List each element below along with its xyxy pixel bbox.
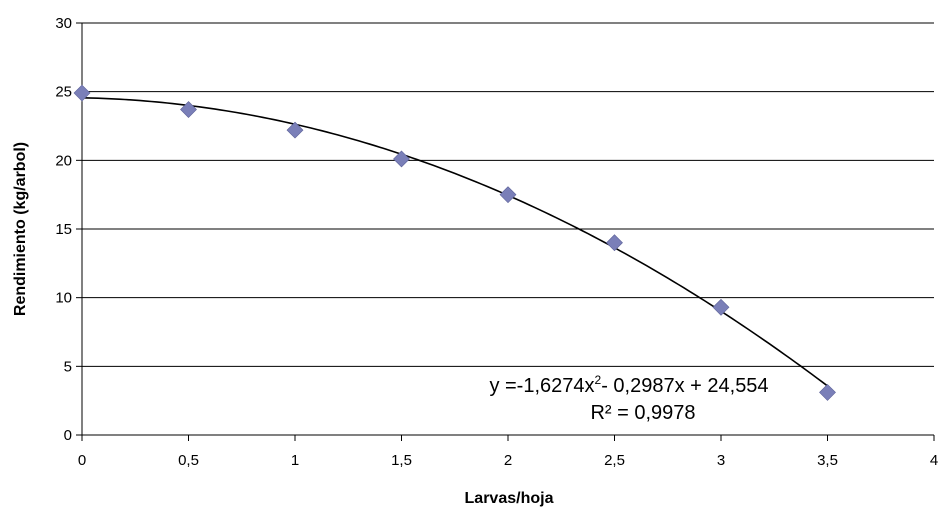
x-tick-label: 0 [78,452,86,469]
data-point [819,384,836,401]
x-tick-label: 1,5 [391,452,412,469]
equation-exponent: 2 [595,373,602,387]
y-tick-label: 20 [55,152,72,169]
trendline-equation: y =-1,6274x2- 0,2987x + 24,554 [489,373,768,397]
y-tick-label: 30 [55,15,72,32]
x-tick-label: 0,5 [178,452,199,469]
y-tick-label: 25 [55,84,72,101]
y-tick-label: 15 [55,221,72,238]
equation-suffix: - 0,2987x + 24,554 [601,375,768,397]
y-tick-label: 5 [64,358,72,375]
data-point [73,84,91,102]
x-tick-label: 2 [504,452,512,469]
x-tick-label: 2,5 [604,452,625,469]
data-point [499,186,517,204]
data-point [606,234,623,252]
data-point [286,121,304,139]
y-axis-title: Rendimiento (kg/arbol) [12,142,29,316]
data-point [180,101,197,118]
data-point [393,150,410,168]
x-tick-label: 3,5 [817,452,838,469]
x-axis-tick-labels: 0 0,5 1 1,5 2 2,5 3 3,5 4 [78,452,938,469]
y-tick-label: 0 [64,427,72,444]
trendline-r-squared: R² = 0,9978 [590,402,695,424]
x-tick-label: 3 [717,452,725,469]
grid-lines [82,22,934,367]
y-axis-tick-labels: 0 5 10 15 20 25 30 [55,15,72,444]
x-tick-label: 4 [930,452,938,469]
y-tick-label: 10 [55,290,72,307]
equation-prefix: y =-1,6274x [489,375,594,397]
data-points [73,84,836,401]
trendline [81,96,828,387]
data-point [712,298,730,316]
x-axis-title: Larvas/hoja [465,490,554,507]
x-tick-label: 1 [291,452,299,469]
